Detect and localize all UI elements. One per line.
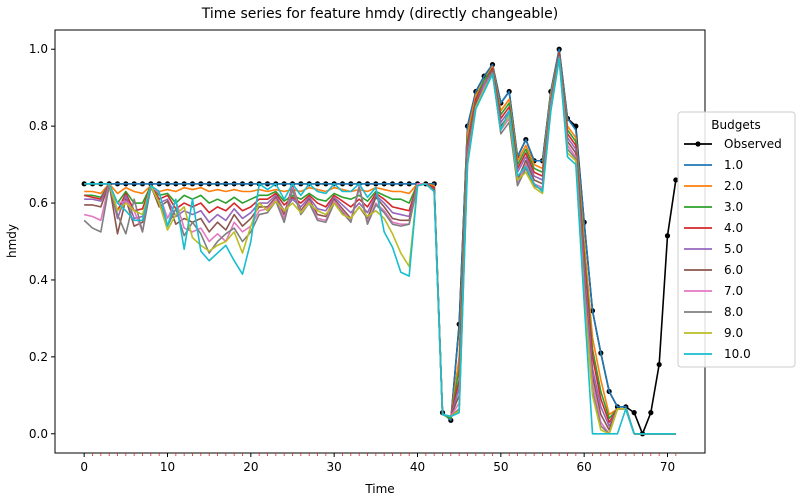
legend-entry: 10.0	[684, 347, 751, 361]
legend-label: 8.0	[724, 305, 743, 319]
x-tick-label: 20	[243, 460, 258, 474]
legend-entry: 7.0	[684, 284, 743, 298]
series-line-10-0	[84, 58, 676, 435]
y-tick-label: 0.6	[29, 196, 48, 210]
legend-entry: 8.0	[684, 305, 743, 319]
x-axis-label: Time	[364, 482, 394, 496]
legend-box	[677, 111, 796, 368]
legend-title: Budgets	[711, 118, 760, 132]
y-tick-label: 0.2	[29, 350, 48, 364]
legend-label: 5.0	[724, 242, 743, 256]
y-axis-label: hmdy	[5, 224, 19, 258]
legend: Budgets Observed 1.0 2.0 3.0 4.0 5.0 6.0 7.0 8.0…	[677, 111, 796, 368]
observed-point	[673, 177, 679, 183]
legend-label: 6.0	[724, 263, 743, 277]
legend-label: 10.0	[724, 347, 751, 361]
observed-point	[648, 410, 654, 416]
legend-label: 3.0	[724, 200, 743, 214]
x-tick-label: 60	[577, 460, 592, 474]
chart-title: Time series for feature hmdy (directly c…	[201, 6, 559, 22]
x-tick-label: 10	[160, 460, 175, 474]
legend-marker	[695, 141, 701, 147]
legend-entry: 5.0	[684, 242, 743, 256]
legend-label: Observed	[724, 137, 782, 151]
legend-label: 4.0	[724, 221, 743, 235]
observed-point	[81, 181, 87, 187]
observed-point	[664, 233, 671, 239]
legend-entry: Observed	[684, 137, 782, 151]
y-axis: 0.0 0.2 0.4 0.6 0.8 1.0	[29, 42, 55, 441]
legend-label: 7.0	[724, 284, 743, 298]
legend-entry: 4.0	[684, 221, 743, 235]
y-tick-label: 0.0	[29, 427, 48, 441]
x-tick-label: 50	[493, 460, 508, 474]
series-layer	[81, 46, 679, 437]
x-tick-label: 0	[80, 460, 88, 474]
y-tick-label: 1.0	[29, 42, 48, 56]
plot-area	[54, 29, 706, 454]
legend-entry: 6.0	[684, 263, 743, 277]
x-tick-label: 70	[660, 460, 675, 474]
legend-entry: 3.0	[684, 200, 743, 214]
observed-point	[656, 361, 662, 368]
legend-label: 9.0	[724, 326, 743, 340]
y-tick-label: 0.8	[29, 119, 48, 133]
legend-label: 2.0	[724, 179, 743, 193]
legend-items: Observed 1.0 2.0 3.0 4.0 5.0 6.0 7.0 8.0 9.0 10.0	[684, 137, 782, 361]
legend-entry: 1.0	[684, 158, 743, 172]
x-axis: 0 10 20 30 40 50 60 70	[80, 453, 677, 474]
legend-label: 1.0	[724, 158, 743, 172]
legend-entry: 9.0	[684, 326, 743, 340]
observed-point	[631, 410, 637, 416]
x-tick-label: 30	[327, 460, 342, 474]
legend-entry: 2.0	[684, 179, 743, 193]
plot-frame	[55, 30, 705, 453]
x-tick-label: 40	[410, 460, 425, 474]
y-tick-label: 0.4	[29, 273, 48, 287]
